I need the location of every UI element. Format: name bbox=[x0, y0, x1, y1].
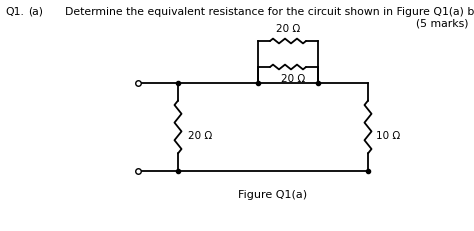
Text: 20 Ω: 20 Ω bbox=[188, 131, 212, 140]
Text: (5 marks): (5 marks) bbox=[417, 19, 469, 29]
Text: (a): (a) bbox=[28, 7, 43, 17]
Text: Determine the equivalent resistance for the circuit shown in Figure Q1(a) below.: Determine the equivalent resistance for … bbox=[65, 7, 474, 17]
Text: 20 Ω: 20 Ω bbox=[276, 24, 300, 34]
Text: Q1.: Q1. bbox=[5, 7, 24, 17]
Text: Figure Q1(a): Figure Q1(a) bbox=[238, 189, 308, 199]
Text: 20 Ω: 20 Ω bbox=[281, 74, 305, 84]
Text: 10 Ω: 10 Ω bbox=[376, 131, 400, 140]
